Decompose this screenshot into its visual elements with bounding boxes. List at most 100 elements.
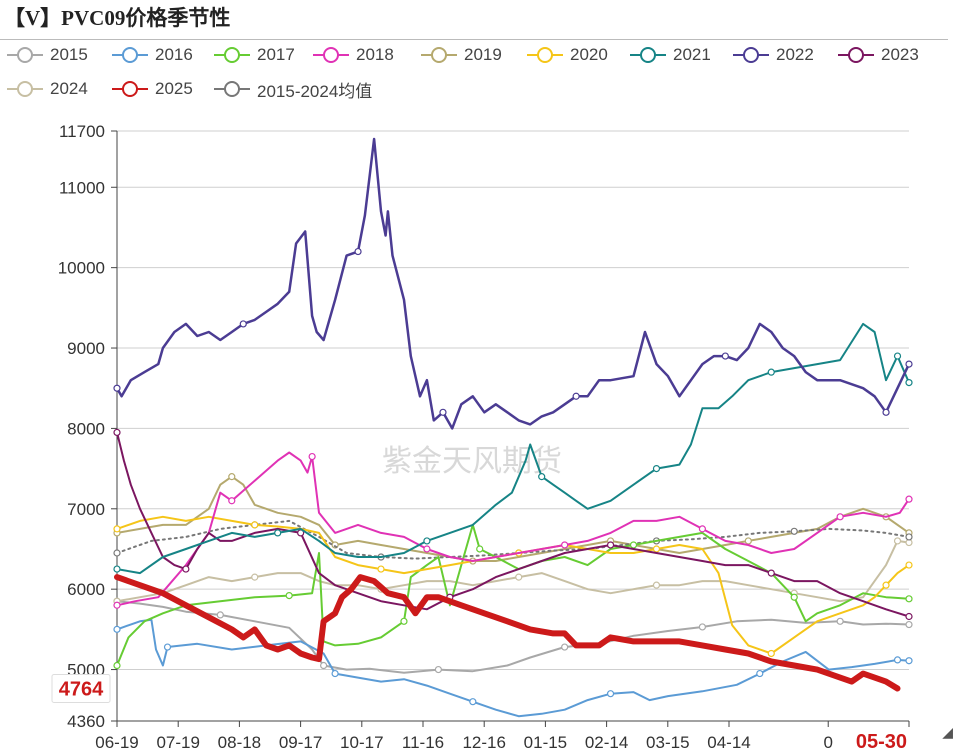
- legend-item-2016[interactable]: 2016: [111, 42, 193, 68]
- y-tick-label: 7000: [67, 500, 105, 519]
- legend-marker-icon: [527, 47, 563, 63]
- legend-item-2017[interactable]: 2017: [213, 42, 295, 68]
- legend-item-2020[interactable]: 2020: [526, 42, 608, 68]
- legend-label: 2017: [257, 45, 295, 64]
- data-point: [606, 690, 615, 698]
- last-value-label: 4764: [59, 679, 104, 701]
- data-point: [893, 537, 902, 545]
- data-point: [767, 368, 775, 376]
- legend-item-2015[interactable]: 2015: [6, 42, 88, 68]
- legend-item-2024[interactable]: 2024: [6, 76, 88, 102]
- data-point: [905, 360, 913, 368]
- legend-item-2019[interactable]: 2019: [420, 42, 502, 68]
- data-point: [790, 593, 798, 601]
- data-point: [320, 661, 328, 670]
- y-tick-label: 4360: [67, 712, 105, 731]
- data-point: [251, 573, 259, 581]
- legend-item-2018[interactable]: 2018: [312, 42, 394, 68]
- series-line: [116, 523, 910, 667]
- legend-label: 2025: [155, 79, 193, 98]
- data-point: [182, 565, 190, 573]
- legend-marker-icon: [214, 81, 250, 97]
- series-line: [115, 137, 911, 430]
- data-point: [113, 384, 121, 392]
- legend-item-2023[interactable]: 2023: [837, 42, 919, 68]
- x-tick-label: 06-19: [95, 733, 138, 752]
- data-point: [476, 545, 484, 553]
- x-tick-label: 0: [823, 733, 832, 752]
- data-point: [216, 611, 224, 619]
- series-line: [116, 322, 910, 575]
- data-point: [905, 657, 913, 665]
- data-point: [561, 541, 569, 549]
- data-point: [882, 581, 890, 589]
- data-point: [767, 569, 775, 577]
- data-point: [698, 623, 706, 631]
- x-tick-label: 09-17: [279, 733, 322, 752]
- legend-marker-icon: [838, 47, 874, 63]
- series-2025: [114, 574, 901, 692]
- legend-label: 2019: [464, 45, 502, 64]
- series-2023: [113, 428, 913, 621]
- legend-marker-icon: [733, 47, 769, 63]
- data-point: [239, 320, 247, 328]
- series-line: [114, 574, 901, 692]
- chart-title: 【V】PVC09价格季节性: [4, 6, 231, 30]
- data-point: [721, 352, 729, 360]
- data-point: [905, 495, 913, 503]
- legend-marker-icon: [313, 47, 349, 63]
- data-point: [905, 561, 913, 569]
- legend-item-2021[interactable]: 2021: [629, 42, 711, 68]
- data-point: [905, 620, 913, 629]
- data-point: [572, 392, 580, 400]
- series-2019: [113, 473, 913, 565]
- series-2024: [113, 537, 913, 605]
- data-point: [251, 521, 259, 529]
- data-point: [163, 643, 172, 651]
- data-point: [836, 617, 844, 625]
- legend-item-2022[interactable]: 2022: [732, 42, 814, 68]
- legend-marker-icon: [214, 47, 250, 63]
- data-point: [423, 545, 431, 553]
- data-point: [113, 565, 121, 573]
- legend-label: 2015-2024均值: [257, 81, 373, 101]
- data-point: [893, 352, 902, 360]
- legend-label: 2022: [776, 45, 814, 64]
- legend-label: 2018: [356, 45, 394, 64]
- data-point: [113, 549, 121, 557]
- series-2021: [113, 322, 913, 575]
- legend-item-2015-2024均值[interactable]: 2015-2024均值: [213, 76, 372, 102]
- series-2017: [113, 523, 913, 670]
- x-tick-label: 02-14: [585, 733, 628, 752]
- data-point: [113, 601, 121, 609]
- series-2018: [113, 451, 913, 609]
- x-tick-label: 05-30: [856, 731, 907, 753]
- data-point: [439, 408, 447, 416]
- legend-marker-icon: [112, 47, 148, 63]
- x-tick-label: 07-19: [156, 733, 199, 752]
- x-tick-label: 11-16: [402, 733, 444, 752]
- y-tick-label: 11000: [59, 178, 105, 197]
- legend-label: 2021: [673, 45, 711, 64]
- series-line: [116, 600, 910, 674]
- x-tick-label: 12-16: [462, 733, 505, 752]
- data-point: [790, 527, 798, 535]
- data-point: [113, 525, 121, 533]
- series-line: [116, 539, 910, 603]
- data-point: [354, 247, 362, 256]
- data-point: [308, 452, 316, 461]
- data-point: [113, 661, 121, 670]
- data-point: [905, 595, 913, 603]
- data-point: [285, 592, 293, 600]
- series-line: [116, 451, 910, 607]
- y-tick-label: 8000: [67, 419, 105, 438]
- legend-marker-icon: [112, 81, 148, 97]
- legend-item-2025[interactable]: 2025: [111, 76, 193, 102]
- legend-marker-icon: [421, 47, 457, 63]
- data-point: [274, 529, 282, 537]
- data-point: [905, 533, 913, 541]
- legend-label: 2020: [570, 45, 608, 64]
- legend-marker-icon: [7, 47, 43, 63]
- data-point: [836, 513, 844, 521]
- data-point: [113, 428, 121, 437]
